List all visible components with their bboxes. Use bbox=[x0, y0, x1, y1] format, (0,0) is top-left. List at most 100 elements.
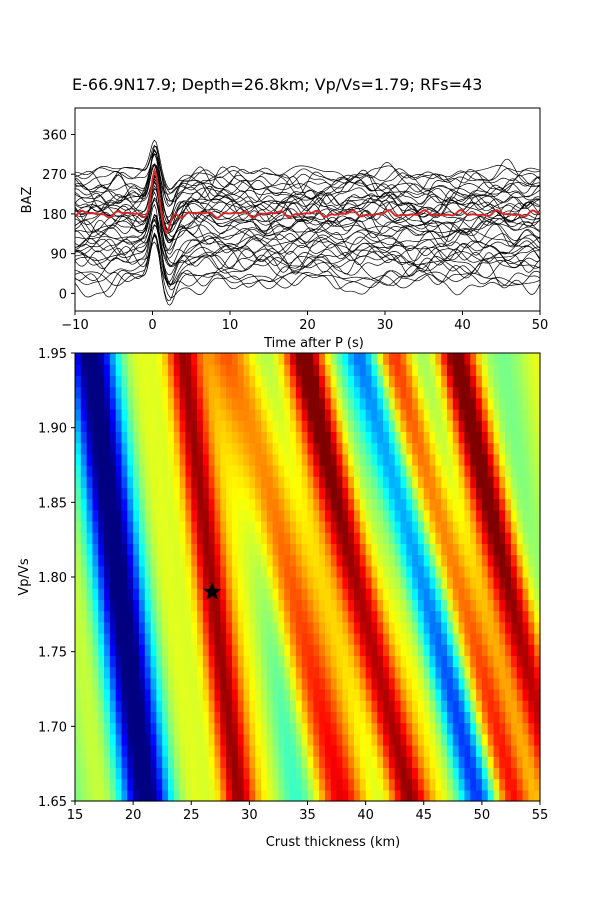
heatmap-cell bbox=[522, 543, 529, 556]
heatmap-cell bbox=[441, 756, 448, 768]
heatmap-cell bbox=[75, 476, 82, 488]
heatmap-cell bbox=[359, 599, 367, 612]
heatmap-cell bbox=[86, 409, 94, 421]
heatmap-cell bbox=[481, 633, 489, 645]
heatmap-cell bbox=[185, 521, 192, 533]
heatmap-cell bbox=[458, 476, 466, 488]
heatmap-cell bbox=[464, 677, 471, 690]
heatmap-cell bbox=[493, 588, 500, 600]
heatmap-cell bbox=[406, 397, 413, 410]
heatmap-cell bbox=[354, 465, 361, 477]
heatmap-cell bbox=[86, 431, 94, 444]
heatmap-cell bbox=[510, 442, 518, 455]
heatmap-cell bbox=[307, 700, 314, 712]
heatmap-cell bbox=[231, 789, 239, 802]
heatmap-cell bbox=[121, 655, 128, 668]
heatmap-cell bbox=[249, 711, 256, 724]
heatmap-cell bbox=[243, 543, 250, 556]
heatmap-cell bbox=[528, 498, 535, 511]
heatmap-cell bbox=[388, 554, 396, 567]
heatmap-cell bbox=[383, 420, 390, 432]
heatmap-cell bbox=[191, 487, 198, 500]
heatmap-cell bbox=[324, 465, 332, 477]
heatmap-cell bbox=[417, 509, 425, 522]
heatmap-cell bbox=[400, 554, 407, 567]
heatmap-cell bbox=[406, 442, 413, 455]
heatmap-cell bbox=[423, 588, 431, 600]
heatmap-cell bbox=[243, 431, 250, 444]
heatmap-cell bbox=[388, 767, 396, 780]
heatmap-cell bbox=[237, 498, 245, 511]
heatmap-cell bbox=[249, 487, 256, 500]
heatmap-cell bbox=[417, 700, 425, 712]
heatmap-cell bbox=[150, 677, 157, 690]
heatmap-cell bbox=[179, 532, 187, 544]
heatmap-cell bbox=[162, 509, 169, 522]
heatmap-cell bbox=[86, 789, 94, 802]
heatmap-cell bbox=[447, 722, 454, 735]
heatmap-cell bbox=[272, 599, 280, 612]
heatmap-cell bbox=[324, 655, 332, 668]
heatmap-cell bbox=[121, 353, 128, 365]
heatmap-cell bbox=[121, 364, 128, 376]
heatmap-cell bbox=[505, 767, 512, 780]
heatmap-cell bbox=[98, 633, 105, 645]
heatmap-cell bbox=[214, 442, 221, 455]
heatmap-cell bbox=[342, 431, 349, 444]
heatmap-cell bbox=[342, 778, 349, 791]
heatmap-cell bbox=[255, 509, 262, 522]
heatmap-cell bbox=[202, 655, 210, 668]
heatmap-cell bbox=[208, 700, 216, 712]
heatmap-cell bbox=[319, 689, 326, 701]
heatmap-cell bbox=[115, 677, 123, 690]
heatmap-cell bbox=[493, 778, 500, 791]
heatmap-cell bbox=[406, 610, 413, 623]
heatmap-cell bbox=[516, 397, 524, 410]
heatmap-cell bbox=[284, 397, 291, 410]
receiver-function-trace bbox=[75, 148, 540, 207]
heatmap-cell bbox=[319, 521, 326, 533]
heatmap-cell bbox=[86, 465, 94, 477]
heatmap-cell bbox=[92, 689, 99, 701]
heatmap-cell bbox=[476, 353, 483, 365]
heatmap-cell bbox=[505, 543, 512, 556]
heatmap-cell bbox=[98, 487, 105, 500]
heatmap-cell bbox=[342, 722, 349, 735]
heatmap-cell bbox=[493, 554, 500, 567]
heatmap-cell bbox=[249, 532, 256, 544]
heatmap-cell bbox=[231, 364, 239, 376]
heatmap-cell bbox=[284, 543, 291, 556]
heatmap-cell bbox=[319, 532, 326, 544]
heatmap-cell bbox=[313, 756, 320, 768]
heatmap-cell bbox=[231, 588, 239, 600]
heatmap-cell bbox=[109, 509, 117, 522]
heatmap-cell bbox=[534, 745, 541, 757]
heatmap-cell bbox=[168, 364, 175, 376]
heatmap-cell bbox=[162, 453, 169, 466]
heatmap-cell bbox=[534, 487, 541, 500]
heatmap-cell bbox=[220, 621, 227, 634]
heatmap-cell bbox=[499, 409, 506, 421]
top-y-tick-label: 90 bbox=[50, 248, 67, 263]
heatmap-cell bbox=[162, 756, 169, 768]
heatmap-cell bbox=[522, 453, 529, 466]
heatmap-cell bbox=[429, 599, 436, 612]
heatmap-cell bbox=[534, 364, 541, 376]
heatmap-cell bbox=[348, 722, 355, 735]
heatmap-cell bbox=[417, 577, 425, 589]
heatmap-cell bbox=[80, 431, 88, 444]
heatmap-cell bbox=[133, 778, 140, 791]
heatmap-cell bbox=[481, 733, 489, 746]
heatmap-cell bbox=[75, 453, 82, 466]
heatmap-cell bbox=[522, 745, 529, 757]
heatmap-cell bbox=[481, 386, 489, 399]
heatmap-cell bbox=[278, 700, 285, 712]
heatmap-cell bbox=[470, 677, 477, 690]
heatmap-cell bbox=[138, 666, 146, 679]
heatmap-cell bbox=[319, 453, 326, 466]
heatmap-cell bbox=[104, 532, 111, 544]
heatmap-cell bbox=[354, 509, 361, 522]
heatmap-cell bbox=[261, 767, 268, 780]
heatmap-cell bbox=[191, 476, 198, 488]
heatmap-cell bbox=[98, 532, 105, 544]
